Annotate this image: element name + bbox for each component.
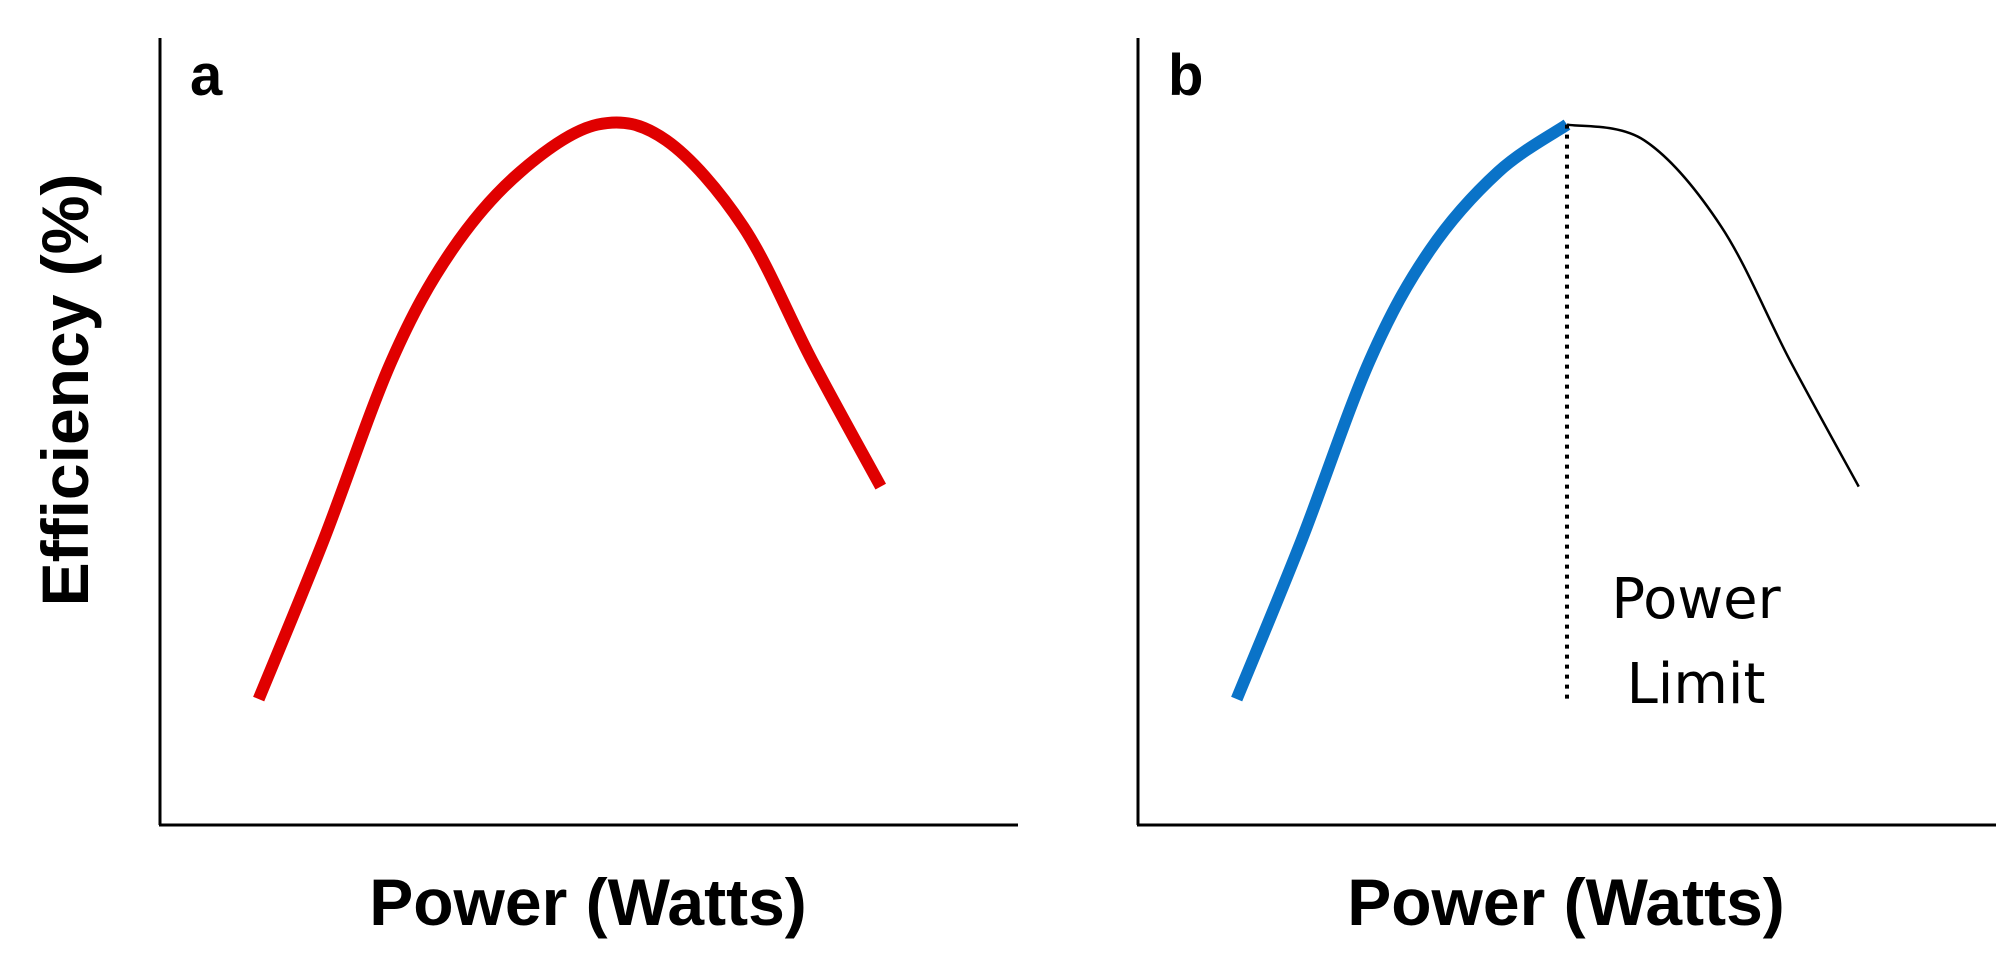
y-axis-title: Efficiency (%) bbox=[28, 174, 102, 607]
panel-a-series-1-line bbox=[253, 116, 886, 702]
power-limit-label-line-1: Power bbox=[1611, 567, 1781, 632]
panel-b: b Power Limit Power (Watts) bbox=[1136, 38, 1996, 939]
panel-b-series-1-line bbox=[1231, 119, 1571, 702]
panel-b-series-2-line bbox=[1566, 123, 1860, 488]
panel-a-x-axis-title: Power (Watts) bbox=[369, 865, 807, 939]
panel-a-label: a bbox=[190, 43, 223, 108]
panel-a-series bbox=[253, 116, 886, 702]
panel-b-series bbox=[1231, 119, 1860, 702]
panel-a: a Power (Watts) bbox=[158, 38, 1018, 939]
panel-b-x-axis-title: Power (Watts) bbox=[1347, 865, 1785, 939]
panel-b-label: b bbox=[1168, 43, 1203, 108]
power-limit-label-line-2: Limit bbox=[1627, 652, 1766, 717]
